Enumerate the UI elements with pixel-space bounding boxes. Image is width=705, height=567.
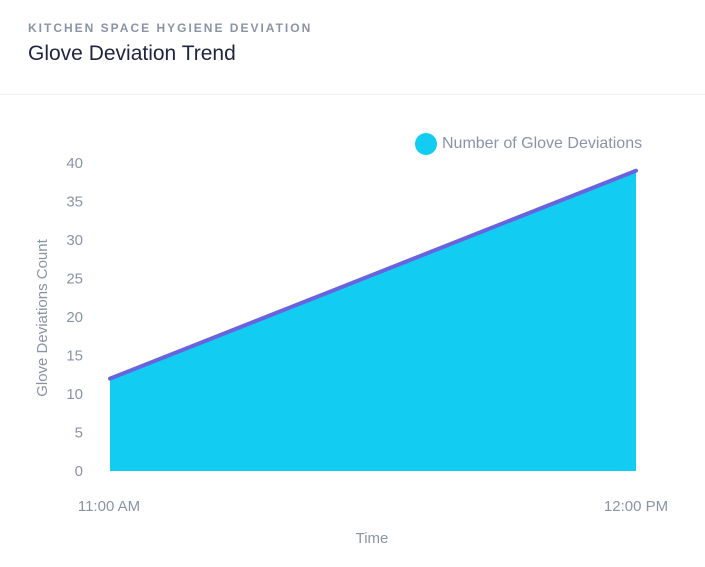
data-point[interactable] [632, 167, 640, 175]
y-tick-label: 15 [66, 348, 83, 365]
y-tick-label: 35 [66, 194, 83, 211]
y-tick-label: 30 [66, 232, 83, 249]
y-tick-label: 40 [66, 155, 83, 172]
card-header: KITCHEN SPACE HYGIENE DEVIATION Glove De… [0, 0, 705, 95]
x-axis-title: Time [356, 530, 389, 547]
x-tick-label: 12:00 PM [604, 498, 668, 515]
x-tick-label: 11:00 AM [78, 498, 140, 515]
legend[interactable]: Number of Glove Deviations [415, 133, 642, 155]
y-tick-label: 25 [66, 271, 83, 288]
y-tick-label: 10 [66, 386, 83, 403]
data-point[interactable] [106, 375, 114, 383]
x-axis-ticks: 11:00 AM 12:00 PM [78, 498, 668, 515]
plot-area [106, 167, 640, 471]
area-series-glove-deviations[interactable] [110, 170, 636, 471]
chart-title: Glove Deviation Trend [28, 42, 236, 65]
y-axis-ticks: 0 5 10 15 20 25 30 35 40 [66, 155, 83, 480]
y-tick-label: 20 [66, 309, 83, 326]
legend-marker-glove-deviations [415, 133, 437, 155]
y-tick-label: 5 [75, 425, 83, 442]
chart-eyebrow: KITCHEN SPACE HYGIENE DEVIATION [28, 21, 313, 35]
y-axis-title: Glove Deviations Count [34, 238, 51, 396]
legend-label-glove-deviations: Number of Glove Deviations [442, 135, 642, 152]
y-tick-label: 0 [75, 463, 83, 480]
series-line-glove-deviations[interactable] [108, 168, 638, 381]
